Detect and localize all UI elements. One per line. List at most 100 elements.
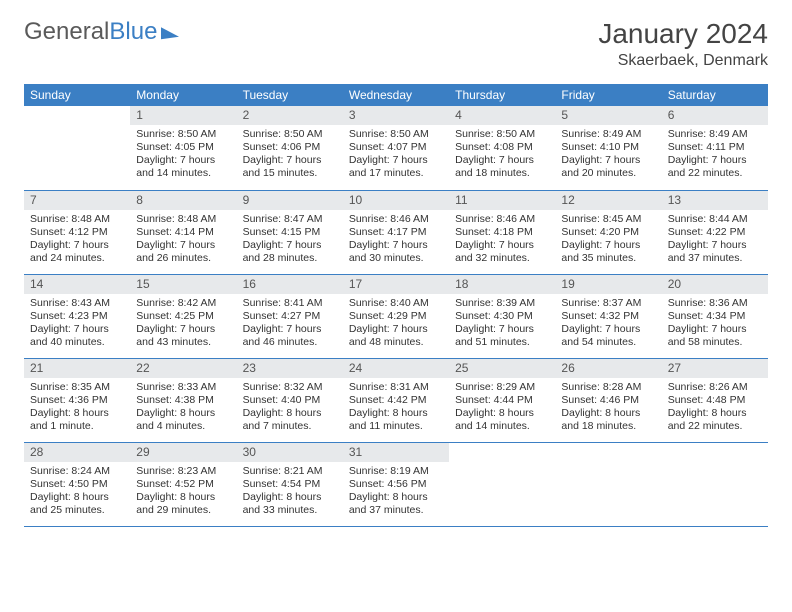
sunrise-text: Sunrise: 8:32 AM [243,381,337,394]
day-number: 18 [449,275,555,294]
daylight-text: Daylight: 7 hours and 32 minutes. [455,239,549,265]
sunrise-text: Sunrise: 8:29 AM [455,381,549,394]
day-body: Sunrise: 8:46 AMSunset: 4:17 PMDaylight:… [343,210,449,270]
sunrise-text: Sunrise: 8:50 AM [349,128,443,141]
header: GeneralBlue January 2024 Skaerbaek, Denm… [24,18,768,70]
day-body [24,110,130,117]
day-body: Sunrise: 8:40 AMSunset: 4:29 PMDaylight:… [343,294,449,354]
sunrise-text: Sunrise: 8:45 AM [561,213,655,226]
day-number: 17 [343,275,449,294]
sunset-text: Sunset: 4:46 PM [561,394,655,407]
calendar-day-cell: 17Sunrise: 8:40 AMSunset: 4:29 PMDayligh… [343,274,449,358]
logo-mark-icon [161,25,179,40]
day-number: 27 [662,359,768,378]
sunrise-text: Sunrise: 8:44 AM [668,213,762,226]
day-body: Sunrise: 8:48 AMSunset: 4:14 PMDaylight:… [130,210,236,270]
sunset-text: Sunset: 4:50 PM [30,478,124,491]
calendar-day-cell: 15Sunrise: 8:42 AMSunset: 4:25 PMDayligh… [130,274,236,358]
calendar-day-cell: 11Sunrise: 8:46 AMSunset: 4:18 PMDayligh… [449,190,555,274]
sunset-text: Sunset: 4:12 PM [30,226,124,239]
day-number: 6 [662,106,768,125]
day-body: Sunrise: 8:32 AMSunset: 4:40 PMDaylight:… [237,378,343,438]
day-number: 5 [555,106,661,125]
calendar-day-cell: 7Sunrise: 8:48 AMSunset: 4:12 PMDaylight… [24,190,130,274]
sunset-text: Sunset: 4:54 PM [243,478,337,491]
sunrise-text: Sunrise: 8:37 AM [561,297,655,310]
sunset-text: Sunset: 4:29 PM [349,310,443,323]
day-body: Sunrise: 8:23 AMSunset: 4:52 PMDaylight:… [130,462,236,522]
day-body: Sunrise: 8:36 AMSunset: 4:34 PMDaylight:… [662,294,768,354]
daylight-text: Daylight: 7 hours and 43 minutes. [136,323,230,349]
day-body: Sunrise: 8:19 AMSunset: 4:56 PMDaylight:… [343,462,449,522]
day-body: Sunrise: 8:48 AMSunset: 4:12 PMDaylight:… [24,210,130,270]
day-header: Tuesday [237,84,343,106]
day-body: Sunrise: 8:46 AMSunset: 4:18 PMDaylight:… [449,210,555,270]
day-body: Sunrise: 8:31 AMSunset: 4:42 PMDaylight:… [343,378,449,438]
day-body: Sunrise: 8:50 AMSunset: 4:07 PMDaylight:… [343,125,449,185]
sunrise-text: Sunrise: 8:40 AM [349,297,443,310]
calendar-day-cell: 10Sunrise: 8:46 AMSunset: 4:17 PMDayligh… [343,190,449,274]
sunset-text: Sunset: 4:10 PM [561,141,655,154]
daylight-text: Daylight: 8 hours and 11 minutes. [349,407,443,433]
sunrise-text: Sunrise: 8:48 AM [30,213,124,226]
sunrise-text: Sunrise: 8:39 AM [455,297,549,310]
day-number: 12 [555,191,661,210]
day-number: 10 [343,191,449,210]
calendar-day-cell: 19Sunrise: 8:37 AMSunset: 4:32 PMDayligh… [555,274,661,358]
day-body [662,447,768,454]
day-header: Wednesday [343,84,449,106]
daylight-text: Daylight: 7 hours and 18 minutes. [455,154,549,180]
daylight-text: Daylight: 7 hours and 17 minutes. [349,154,443,180]
day-number: 20 [662,275,768,294]
daylight-text: Daylight: 7 hours and 51 minutes. [455,323,549,349]
calendar-day-cell: 6Sunrise: 8:49 AMSunset: 4:11 PMDaylight… [662,106,768,190]
day-body: Sunrise: 8:33 AMSunset: 4:38 PMDaylight:… [130,378,236,438]
day-number: 31 [343,443,449,462]
daylight-text: Daylight: 7 hours and 24 minutes. [30,239,124,265]
day-header-row: Sunday Monday Tuesday Wednesday Thursday… [24,84,768,106]
daylight-text: Daylight: 8 hours and 4 minutes. [136,407,230,433]
month-title: January 2024 [598,18,768,50]
sunrise-text: Sunrise: 8:50 AM [455,128,549,141]
calendar-day-cell: 13Sunrise: 8:44 AMSunset: 4:22 PMDayligh… [662,190,768,274]
sunrise-text: Sunrise: 8:46 AM [349,213,443,226]
daylight-text: Daylight: 8 hours and 25 minutes. [30,491,124,517]
day-number: 1 [130,106,236,125]
day-body: Sunrise: 8:41 AMSunset: 4:27 PMDaylight:… [237,294,343,354]
sunrise-text: Sunrise: 8:36 AM [668,297,762,310]
day-body: Sunrise: 8:44 AMSunset: 4:22 PMDaylight:… [662,210,768,270]
sunrise-text: Sunrise: 8:50 AM [136,128,230,141]
sunset-text: Sunset: 4:20 PM [561,226,655,239]
sunset-text: Sunset: 4:23 PM [30,310,124,323]
sunrise-text: Sunrise: 8:33 AM [136,381,230,394]
sunset-text: Sunset: 4:56 PM [349,478,443,491]
day-number: 16 [237,275,343,294]
sunrise-text: Sunrise: 8:23 AM [136,465,230,478]
day-number: 9 [237,191,343,210]
sunset-text: Sunset: 4:52 PM [136,478,230,491]
day-body [449,447,555,454]
sunset-text: Sunset: 4:34 PM [668,310,762,323]
sunrise-text: Sunrise: 8:50 AM [243,128,337,141]
calendar-week-row: 1Sunrise: 8:50 AMSunset: 4:05 PMDaylight… [24,106,768,190]
day-body: Sunrise: 8:39 AMSunset: 4:30 PMDaylight:… [449,294,555,354]
sunrise-text: Sunrise: 8:31 AM [349,381,443,394]
day-number: 15 [130,275,236,294]
day-number: 11 [449,191,555,210]
daylight-text: Daylight: 8 hours and 18 minutes. [561,407,655,433]
calendar-day-cell: 18Sunrise: 8:39 AMSunset: 4:30 PMDayligh… [449,274,555,358]
daylight-text: Daylight: 7 hours and 46 minutes. [243,323,337,349]
sunrise-text: Sunrise: 8:48 AM [136,213,230,226]
calendar-day-cell [555,442,661,526]
calendar-day-cell: 26Sunrise: 8:28 AMSunset: 4:46 PMDayligh… [555,358,661,442]
calendar-day-cell: 28Sunrise: 8:24 AMSunset: 4:50 PMDayligh… [24,442,130,526]
day-header: Saturday [662,84,768,106]
day-number: 14 [24,275,130,294]
day-body: Sunrise: 8:29 AMSunset: 4:44 PMDaylight:… [449,378,555,438]
daylight-text: Daylight: 7 hours and 48 minutes. [349,323,443,349]
day-body: Sunrise: 8:50 AMSunset: 4:06 PMDaylight:… [237,125,343,185]
day-header: Thursday [449,84,555,106]
day-body [555,447,661,454]
day-number: 22 [130,359,236,378]
sunset-text: Sunset: 4:05 PM [136,141,230,154]
